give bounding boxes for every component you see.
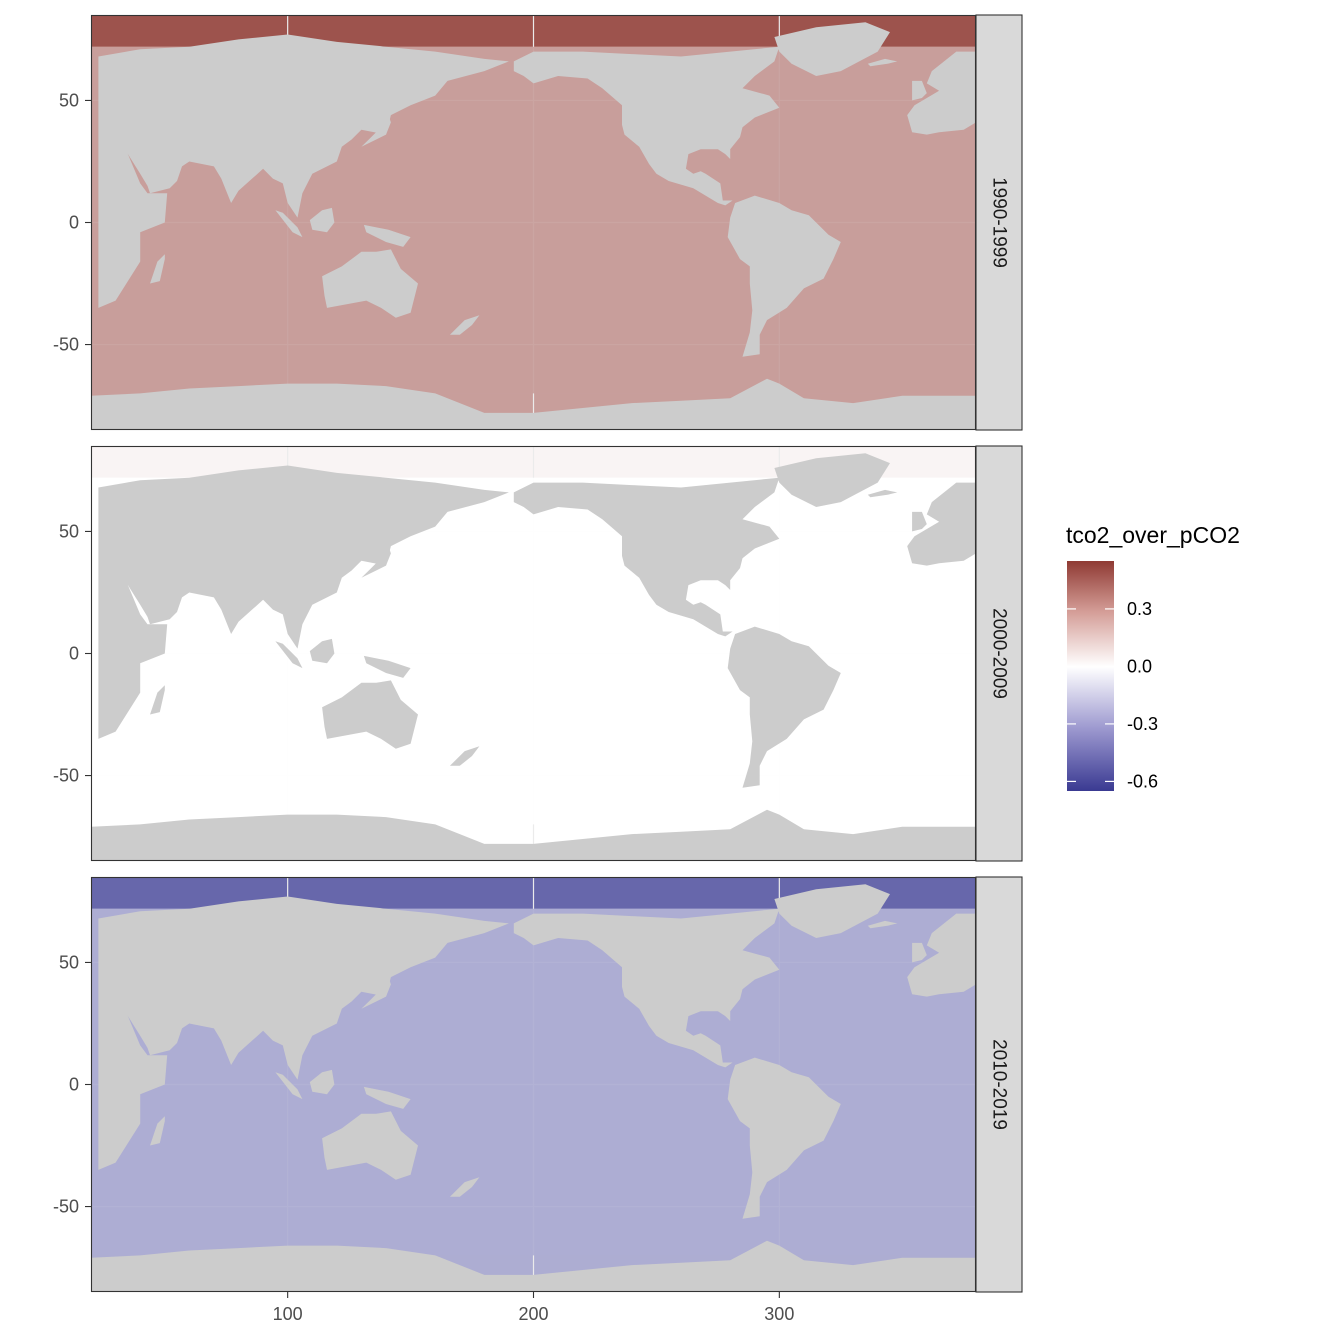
facet-strip (975, 14, 1023, 431)
land-australia (322, 249, 418, 318)
land-britain (912, 942, 927, 963)
legend-title: tco2_over_pCO2 (1066, 522, 1240, 548)
legend-tick-label: 0.3 (1127, 599, 1152, 619)
x-tick-label: 300 (764, 1304, 794, 1324)
legend-tick-label: 0.0 (1127, 656, 1152, 676)
y-tick-label: 0 (69, 213, 79, 233)
y-tick-label: -50 (53, 335, 79, 355)
facet-label: 1990-1999 (989, 177, 1010, 268)
land-borneo (309, 207, 335, 233)
map-panel: 2000-2009 50 0 -50 (53, 445, 1023, 862)
x-axis: 100 200 300 (273, 1292, 794, 1324)
y-tick-label: 0 (69, 1075, 79, 1095)
land-antarctica (91, 378, 976, 430)
land-north-america (513, 908, 780, 1068)
land-africa (98, 575, 168, 739)
land-iceland (867, 920, 898, 929)
land-borneo (309, 1069, 335, 1095)
legend-tick-label: -0.3 (1127, 714, 1158, 734)
color-legend: tco2_over_pCO2 0.3 0.0 -0.3 -0.6 (1066, 522, 1240, 791)
land-europe-east (907, 51, 976, 135)
land-south-america (727, 195, 841, 357)
land-australia (322, 680, 418, 749)
land-sumatra (275, 641, 303, 669)
land-new-guinea (363, 655, 411, 678)
legend-ticks: 0.3 0.0 -0.3 -0.6 (1067, 599, 1158, 791)
map-panel: 1990-1999 50 0 -50 (53, 14, 1023, 431)
land-sumatra (275, 1072, 303, 1100)
legend-tick-label: -0.6 (1127, 771, 1158, 791)
land-europe-east (907, 913, 976, 997)
y-tick-label: 50 (59, 952, 79, 972)
land-eurasia (98, 896, 509, 1080)
land-new-guinea (363, 224, 411, 247)
land-eurasia (98, 34, 509, 218)
y-tick-label: 0 (69, 644, 79, 664)
land-greenland (774, 22, 890, 76)
land-madagascar (150, 685, 165, 715)
land-antarctica (91, 1240, 976, 1292)
land-japan (361, 115, 391, 147)
land-japan (361, 546, 391, 578)
facet-strip (975, 876, 1023, 1293)
map-panels: 1990-1999 50 0 -50 2000-2009 50 0 -50 2010-2019 5… (53, 14, 1023, 1293)
legend-colorbar (1067, 561, 1114, 791)
y-tick-label: -50 (53, 1197, 79, 1217)
land-japan (361, 977, 391, 1009)
facet-label: 2010-2019 (989, 1039, 1010, 1130)
land-britain (912, 511, 927, 532)
land-new-zealand (449, 315, 480, 335)
land-new-zealand (449, 746, 480, 766)
land-eurasia (98, 465, 509, 649)
land-new-zealand (449, 1177, 480, 1197)
y-tick-label: -50 (53, 766, 79, 786)
land-africa (98, 144, 168, 308)
y-tick-label: 50 (59, 90, 79, 110)
map-panel: 2010-2019 50 0 -50 (53, 876, 1023, 1293)
x-tick-label: 100 (273, 1304, 303, 1324)
land-australia (322, 1111, 418, 1180)
land-north-america (513, 46, 780, 206)
land-iceland (867, 489, 898, 498)
land-madagascar (150, 1116, 165, 1146)
land-europe-east (907, 482, 976, 566)
land-sumatra (275, 210, 303, 238)
land-south-america (727, 626, 841, 788)
land-south-america (727, 1057, 841, 1219)
land-iceland (867, 58, 898, 67)
land-africa (98, 1006, 168, 1170)
land-new-guinea (363, 1086, 411, 1109)
facet-label: 2000-2009 (989, 608, 1010, 699)
land-greenland (774, 453, 890, 507)
land-greenland (774, 884, 890, 938)
land-britain (912, 80, 927, 101)
facet-strip (975, 445, 1023, 862)
land-borneo (309, 638, 335, 664)
land-madagascar (150, 254, 165, 284)
land-antarctica (91, 809, 976, 861)
land-north-america (513, 477, 780, 637)
x-tick-label: 200 (518, 1304, 548, 1324)
y-tick-label: 50 (59, 521, 79, 541)
